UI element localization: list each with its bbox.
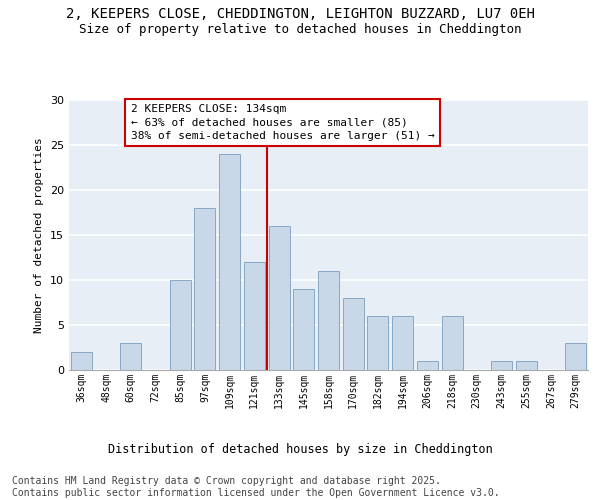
Bar <box>516 361 537 370</box>
Bar <box>417 361 438 370</box>
Y-axis label: Number of detached properties: Number of detached properties <box>34 137 44 333</box>
Bar <box>491 361 512 370</box>
Bar <box>293 289 314 370</box>
Bar <box>194 208 215 370</box>
Text: Size of property relative to detached houses in Cheddington: Size of property relative to detached ho… <box>79 22 521 36</box>
Bar <box>71 352 92 370</box>
Bar <box>442 316 463 370</box>
Bar <box>392 316 413 370</box>
Text: 2 KEEPERS CLOSE: 134sqm
← 63% of detached houses are smaller (85)
38% of semi-de: 2 KEEPERS CLOSE: 134sqm ← 63% of detache… <box>131 104 434 141</box>
Bar <box>343 298 364 370</box>
Bar <box>269 226 290 370</box>
Text: Distribution of detached houses by size in Cheddington: Distribution of detached houses by size … <box>107 442 493 456</box>
Text: Contains HM Land Registry data © Crown copyright and database right 2025.
Contai: Contains HM Land Registry data © Crown c… <box>12 476 500 498</box>
Bar <box>219 154 240 370</box>
Bar <box>318 271 339 370</box>
Bar <box>170 280 191 370</box>
Bar <box>120 343 141 370</box>
Text: 2, KEEPERS CLOSE, CHEDDINGTON, LEIGHTON BUZZARD, LU7 0EH: 2, KEEPERS CLOSE, CHEDDINGTON, LEIGHTON … <box>65 8 535 22</box>
Bar <box>244 262 265 370</box>
Bar <box>367 316 388 370</box>
Bar <box>565 343 586 370</box>
